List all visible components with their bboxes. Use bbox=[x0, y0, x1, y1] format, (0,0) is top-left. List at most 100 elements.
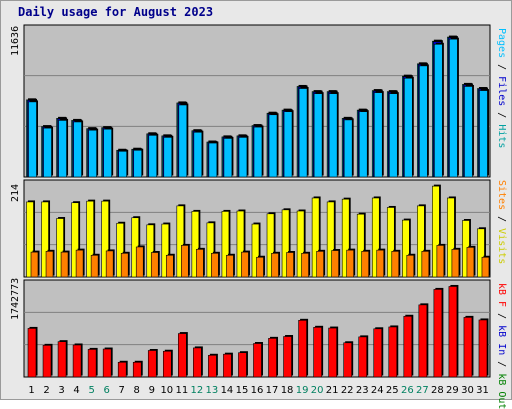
kbytes-bar bbox=[87, 349, 97, 378]
visits-bar bbox=[161, 223, 170, 278]
x-tick-label: 19 bbox=[296, 385, 309, 396]
x-tick-label: 13 bbox=[206, 385, 219, 396]
kbytes-bar bbox=[403, 315, 413, 378]
kbytes-bar bbox=[57, 341, 67, 378]
x-tick-label: 10 bbox=[160, 385, 173, 396]
visits-bar bbox=[206, 222, 215, 278]
sites-bar bbox=[256, 256, 264, 278]
pages-bar bbox=[28, 101, 37, 178]
kbytes-bar bbox=[388, 326, 398, 378]
sites-bar bbox=[105, 250, 114, 278]
sites-bar bbox=[30, 251, 39, 278]
sites-bar bbox=[391, 251, 400, 278]
visits-bar bbox=[146, 224, 155, 278]
pages-bar bbox=[419, 65, 428, 178]
visits-bar bbox=[417, 205, 425, 278]
visits-bar bbox=[326, 201, 335, 278]
x-tick-label: 23 bbox=[356, 385, 369, 396]
pages-bar bbox=[434, 43, 443, 178]
kbytes-bar bbox=[268, 338, 277, 378]
kbytes-bar bbox=[72, 344, 82, 378]
sites-bar bbox=[361, 251, 370, 278]
x-tick-label: 31 bbox=[476, 385, 489, 396]
kbytes-bar bbox=[117, 361, 127, 378]
visits-bar bbox=[116, 222, 124, 278]
visits-bar bbox=[371, 197, 380, 278]
pages-bar bbox=[343, 119, 353, 178]
x-tick-label: 1 bbox=[28, 385, 34, 396]
x-tick-label: 22 bbox=[341, 385, 354, 396]
pages-bar bbox=[328, 93, 338, 178]
kbytes-bar bbox=[313, 327, 322, 378]
kbytes-bar bbox=[193, 347, 202, 378]
x-tick-label: 14 bbox=[221, 385, 234, 396]
sites-bar bbox=[211, 252, 219, 278]
x-tick-label: 8 bbox=[134, 385, 140, 396]
x-tick-label: 16 bbox=[251, 385, 264, 396]
pages-bar bbox=[388, 93, 398, 178]
kbytes-bar bbox=[42, 345, 52, 378]
sites-bar bbox=[481, 256, 490, 278]
visits-bar bbox=[251, 223, 260, 278]
kbytes-bar bbox=[253, 343, 262, 378]
x-tick-label: 30 bbox=[461, 385, 474, 396]
sites-bar bbox=[60, 251, 69, 278]
kbytes-bar bbox=[162, 350, 172, 378]
x-tick-label: 15 bbox=[236, 385, 249, 396]
x-tick-label: 6 bbox=[103, 385, 109, 396]
visits-bar bbox=[191, 211, 200, 278]
visits-bar bbox=[432, 185, 440, 278]
sites-bar bbox=[286, 252, 294, 278]
kbytes-bar bbox=[238, 352, 247, 378]
pages-bar bbox=[193, 131, 203, 178]
visits-bar bbox=[56, 218, 64, 278]
kbytes-bar bbox=[223, 353, 232, 378]
kbytes-bar bbox=[343, 342, 352, 378]
kbytes-bar bbox=[328, 327, 337, 378]
x-tick-label: 27 bbox=[416, 385, 429, 396]
sites-bar bbox=[181, 245, 189, 278]
x-tick-label: 17 bbox=[266, 385, 279, 396]
sites-bar bbox=[316, 251, 324, 278]
x-tick-label: 25 bbox=[386, 385, 399, 396]
kbytes-bar bbox=[132, 361, 142, 378]
x-tick-label: 26 bbox=[401, 385, 414, 396]
sites-bar bbox=[451, 249, 460, 278]
sites-bar bbox=[346, 249, 354, 278]
x-tick-label: 12 bbox=[191, 385, 204, 396]
kbytes-bar bbox=[478, 319, 488, 378]
visits-bar bbox=[311, 197, 320, 278]
kbytes-bar bbox=[147, 350, 157, 378]
x-tick-label: 9 bbox=[149, 385, 155, 396]
sites-bar bbox=[120, 252, 129, 278]
visits-bar bbox=[221, 211, 230, 278]
pages-bar bbox=[163, 137, 173, 178]
pages-bar bbox=[449, 38, 458, 178]
pages-bar bbox=[283, 111, 293, 178]
visits-bar bbox=[86, 200, 94, 278]
sites-bar bbox=[466, 247, 475, 278]
x-tick-label: 3 bbox=[58, 385, 64, 396]
sites-bar bbox=[331, 250, 339, 278]
visits-bar bbox=[101, 200, 109, 278]
chart-title: Daily usage for August 2023 bbox=[18, 5, 214, 19]
pages-bar bbox=[43, 127, 52, 178]
x-tick-label: 5 bbox=[88, 385, 94, 396]
sites-bar bbox=[406, 254, 415, 278]
pages-bar bbox=[238, 137, 248, 178]
x-tick-label: 18 bbox=[281, 385, 294, 396]
visits-bar bbox=[176, 205, 185, 278]
sites-bar bbox=[436, 245, 445, 278]
kbytes-bar bbox=[102, 348, 112, 378]
kbytes-bar bbox=[27, 328, 37, 378]
pages-bar bbox=[208, 142, 218, 178]
visits-bar bbox=[386, 207, 395, 278]
visits-bar bbox=[477, 228, 485, 278]
pages-bar bbox=[313, 93, 323, 178]
kbytes-bar bbox=[358, 336, 368, 378]
visits-bar bbox=[236, 210, 245, 278]
pages-bar bbox=[268, 114, 278, 178]
pages-bar bbox=[118, 150, 127, 178]
sites-bar bbox=[241, 251, 249, 278]
kbytes-bar bbox=[298, 320, 307, 378]
